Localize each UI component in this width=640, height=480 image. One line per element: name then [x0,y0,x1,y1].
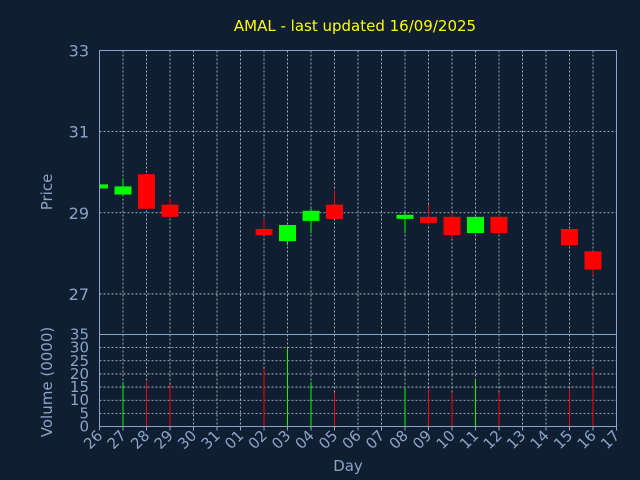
volume-bars [122,347,594,427]
day-tick-29: 29 [151,427,177,453]
day-tick-09: 09 [409,427,435,453]
candle-body-02 [255,229,273,236]
day-tick-07: 07 [362,427,388,453]
volume-axis-label: Volume (0000) [38,327,56,437]
candle-02 [255,218,273,236]
candle-26 [99,184,108,191]
day-tick-11: 11 [456,427,482,453]
day-tick-13: 13 [503,427,529,453]
volume-gridlines [99,334,617,427]
day-tick-30: 30 [174,427,200,453]
candle-29 [161,198,179,219]
candle-body-16 [584,251,602,270]
candle-16 [584,251,602,276]
price-candles [99,174,602,276]
day-tick-14: 14 [527,427,553,453]
day-tick-16: 16 [574,427,600,453]
candle-11 [467,216,484,234]
day-tick-12: 12 [480,427,506,453]
day-tick-02: 02 [245,427,271,453]
candle-body-08 [396,214,414,219]
price-gridlines [99,50,617,335]
candle-08 [396,212,414,234]
candle-body-09 [420,216,437,223]
candle-body-04 [302,210,320,221]
candle-12 [490,214,508,236]
price-axis-label: Price [38,174,56,211]
day-tick-03: 03 [268,427,294,453]
candle-body-12 [490,216,508,234]
day-tick-31: 31 [198,427,224,453]
day-axis-label: Day [333,457,363,475]
day-tick-15: 15 [550,427,576,453]
price-tick-33: 33 [69,42,89,61]
volume-tick-15: 15 [70,378,89,396]
price-tick-labels: 27 29 31 33 [69,42,89,304]
day-tick-10: 10 [433,427,459,453]
volume-tick-5: 5 [79,404,89,422]
chart-title: AMAL - last updated 16/09/2025 [234,17,476,35]
day-tick-01: 01 [221,427,247,453]
volume-tick-35: 35 [70,326,89,344]
candle-10 [443,212,461,240]
volume-tick-10: 10 [70,391,89,409]
candle-05 [326,190,343,219]
candle-body-05 [326,204,343,219]
candle-04 [302,208,320,234]
candle-body-15 [561,229,578,246]
candle-body-11 [467,216,484,234]
day-tick-17: 17 [597,427,623,453]
day-tick-27: 27 [104,427,130,453]
candle-03 [279,224,296,246]
candle-body-26 [99,184,108,189]
price-tick-29: 29 [69,204,89,223]
volume-tick-25: 25 [70,352,89,370]
price-panel: 27 29 31 33 Price [38,42,617,335]
day-tick-labels: 2627282930310102030405060708091011121314… [80,426,623,453]
volume-tick-20: 20 [70,365,89,383]
candle-27 [114,178,132,197]
candle-28 [138,174,155,209]
volume-tick-30: 30 [70,339,89,357]
candle-15 [561,229,578,248]
day-tick-04: 04 [292,427,318,453]
volume-tick-0: 0 [79,418,89,436]
candle-body-28 [138,174,155,209]
candle-body-10 [443,216,461,236]
price-tick-31: 31 [69,123,89,142]
day-tick-06: 06 [339,427,365,453]
candle-09 [420,204,437,225]
day-tick-08: 08 [386,427,412,453]
day-tick-05: 05 [315,427,341,453]
candle-body-27 [114,186,132,195]
candle-body-03 [279,224,296,242]
price-tick-27: 27 [69,285,89,304]
candle-body-29 [161,204,179,217]
day-tick-28: 28 [127,427,153,453]
